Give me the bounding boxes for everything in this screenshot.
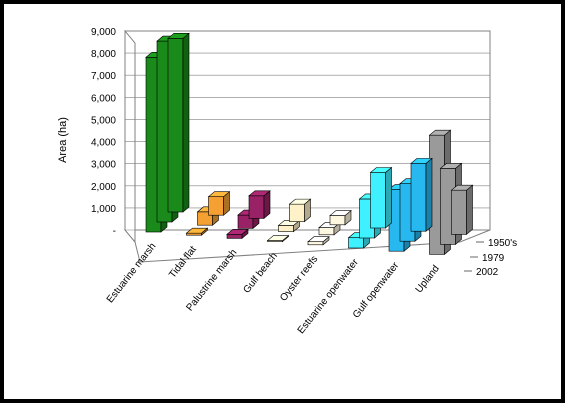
bar-side (182, 32, 190, 213)
bar-top (248, 190, 271, 197)
bar (266, 234, 290, 243)
bar (226, 228, 249, 240)
plot-side-wall (124, 29, 136, 244)
y-tick-label: 1,000 (91, 204, 116, 215)
bar (329, 209, 352, 226)
y-tick-label: 4,000 (91, 138, 116, 149)
bar-top (329, 210, 352, 216)
bar-front (226, 233, 243, 239)
bar (369, 166, 393, 229)
series-label: 1979 (482, 253, 505, 264)
y-tick-label: 7,000 (91, 71, 116, 82)
bar-side (425, 157, 433, 232)
bar-top (207, 191, 231, 197)
bar-top (410, 158, 433, 164)
bar-front (278, 225, 294, 232)
y-tick-label: 6,000 (91, 93, 116, 104)
bar-front (186, 232, 202, 236)
bar-front (451, 189, 467, 235)
y-tick-label: - (113, 226, 116, 237)
series-label: 2002 (476, 267, 499, 278)
y-tick-label: 3,000 (91, 160, 116, 171)
bar-front (248, 195, 265, 219)
bar-top (439, 163, 463, 169)
bar-top (226, 228, 249, 235)
bar (248, 190, 271, 220)
bar (307, 236, 330, 246)
bar (185, 227, 209, 236)
bar (450, 184, 474, 236)
bar-top (307, 236, 330, 243)
bar (207, 191, 231, 216)
bars (145, 32, 474, 256)
bar-front (410, 163, 427, 232)
y-tick-label: 5,000 (91, 115, 116, 126)
series-depth-labels: 1950's 1979 2002 (464, 238, 517, 278)
bar (167, 32, 190, 213)
bar-front (318, 227, 335, 236)
bar-front (208, 196, 224, 216)
series-label: 1950's (488, 238, 517, 249)
bar-top (167, 33, 190, 39)
bar-top (185, 227, 209, 234)
bar-front (329, 215, 346, 226)
bar-front (289, 203, 305, 222)
bar-top (428, 129, 452, 136)
bar-top (266, 235, 290, 241)
y-tick-label: 8,000 (91, 49, 116, 60)
bar (410, 157, 433, 232)
bar (288, 198, 312, 223)
bar-side (385, 166, 392, 229)
bar-front (167, 38, 184, 213)
bar-front (307, 241, 324, 246)
y-axis-title: Area (ha) (57, 117, 69, 163)
y-tick-label: 2,000 (91, 182, 116, 193)
bar-front (370, 172, 386, 229)
bar-front (348, 237, 364, 249)
bar-side (466, 184, 473, 236)
bar-top (450, 184, 474, 191)
bar-top (288, 198, 312, 205)
bar-top (369, 167, 393, 173)
y-axis-ticks: - 1,000 2,000 3,000 4,000 5,000 6,000 7,000 8,00… (91, 27, 116, 237)
y-tick-label: 9,000 (91, 27, 116, 38)
